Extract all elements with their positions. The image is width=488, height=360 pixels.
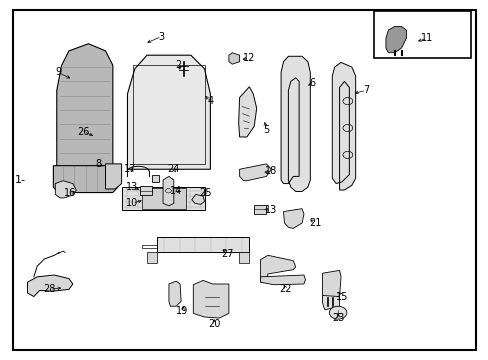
- Polygon shape: [55, 181, 76, 198]
- Polygon shape: [260, 255, 295, 282]
- Text: 21: 21: [308, 218, 321, 228]
- Text: 22: 22: [279, 284, 292, 294]
- Text: 20: 20: [208, 319, 220, 329]
- Polygon shape: [239, 164, 271, 181]
- Text: 12: 12: [243, 53, 255, 63]
- Text: 23: 23: [332, 313, 344, 323]
- Polygon shape: [228, 53, 239, 64]
- Polygon shape: [53, 166, 118, 193]
- Text: 2: 2: [175, 60, 182, 70]
- Text: 17: 17: [123, 164, 136, 174]
- Text: 28: 28: [43, 284, 56, 294]
- Polygon shape: [238, 87, 256, 137]
- Polygon shape: [27, 275, 73, 297]
- Polygon shape: [193, 280, 228, 318]
- Polygon shape: [322, 270, 340, 299]
- Text: 13: 13: [126, 182, 138, 192]
- Polygon shape: [385, 27, 406, 53]
- Text: 13: 13: [264, 206, 277, 216]
- Polygon shape: [122, 187, 205, 211]
- Text: 6: 6: [309, 78, 315, 88]
- Polygon shape: [191, 194, 204, 204]
- Text: 24: 24: [167, 164, 180, 174]
- Text: 7: 7: [363, 85, 369, 95]
- Text: 4: 4: [207, 96, 213, 106]
- Polygon shape: [254, 205, 265, 214]
- Polygon shape: [168, 281, 181, 306]
- Text: 25: 25: [199, 188, 211, 198]
- Polygon shape: [283, 209, 304, 228]
- Polygon shape: [127, 55, 210, 169]
- Text: 14: 14: [170, 186, 182, 196]
- Bar: [373, 12, 470, 58]
- Text: 3: 3: [158, 32, 164, 41]
- Text: 27: 27: [221, 248, 233, 258]
- Polygon shape: [157, 237, 249, 252]
- Polygon shape: [57, 44, 113, 167]
- Text: 8: 8: [95, 159, 101, 169]
- Polygon shape: [331, 62, 355, 190]
- Text: 1-: 1-: [15, 175, 26, 185]
- Text: 5: 5: [263, 125, 269, 135]
- Text: 19: 19: [176, 306, 188, 316]
- Polygon shape: [140, 186, 152, 195]
- Text: 16: 16: [64, 188, 77, 198]
- Polygon shape: [238, 252, 249, 263]
- Polygon shape: [163, 176, 173, 206]
- Polygon shape: [322, 296, 339, 310]
- Polygon shape: [260, 275, 305, 285]
- Text: 18: 18: [264, 166, 277, 176]
- Text: 26: 26: [77, 127, 90, 136]
- Text: 15: 15: [335, 292, 347, 302]
- Polygon shape: [147, 252, 157, 263]
- Text: 10: 10: [126, 198, 138, 208]
- Polygon shape: [105, 164, 122, 189]
- Text: 9: 9: [55, 67, 61, 77]
- Polygon shape: [281, 56, 310, 192]
- Circle shape: [329, 306, 346, 319]
- Polygon shape: [142, 188, 185, 210]
- Polygon shape: [152, 175, 159, 182]
- Text: 11: 11: [420, 33, 432, 43]
